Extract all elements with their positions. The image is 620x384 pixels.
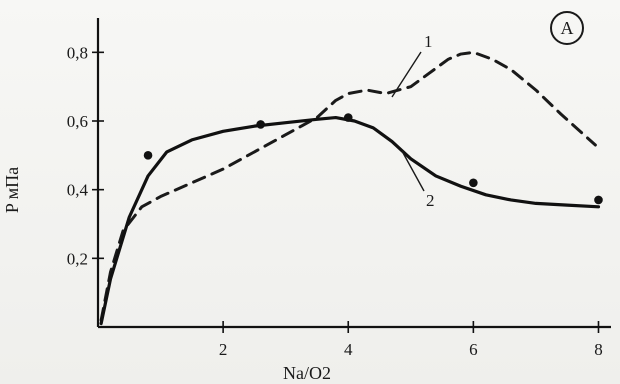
panel-badge: A	[550, 11, 584, 45]
series-layer	[99, 50, 601, 326]
series-2-leader	[401, 150, 425, 192]
data-point	[343, 113, 353, 122]
x-tick-label: 4	[344, 340, 353, 359]
x-tick-label: 8	[594, 340, 603, 359]
panel-badge-circle	[550, 11, 584, 45]
y-tick-label: 0,6	[67, 112, 88, 131]
data-points-layer	[143, 113, 603, 205]
data-point	[256, 120, 265, 129]
series-1-line	[99, 50, 597, 322]
x-axis-title: Na/O2	[283, 363, 331, 383]
data-point	[594, 195, 603, 205]
data-point	[469, 178, 478, 188]
axes-group	[96, 18, 611, 329]
x-axis-ticks: 2 4 6 8	[219, 321, 603, 359]
series-2-line	[99, 115, 601, 326]
series-1-label: 1	[424, 32, 433, 51]
y-tick-label: 0,2	[67, 249, 88, 268]
y-tick-label: 0,8	[67, 43, 88, 62]
x-tick-label: 6	[469, 340, 478, 359]
series-1-leader	[391, 51, 422, 98]
x-tick-label: 2	[219, 340, 228, 359]
y-tick-label: 0,4	[67, 181, 89, 200]
y-axis-title: P мПа	[2, 167, 22, 213]
series-2-label: 2	[426, 191, 435, 210]
data-point	[143, 151, 153, 160]
panel-label: A	[561, 18, 574, 38]
y-axis-ticks: 0,2 0,4 0,6 0,8	[67, 43, 104, 268]
